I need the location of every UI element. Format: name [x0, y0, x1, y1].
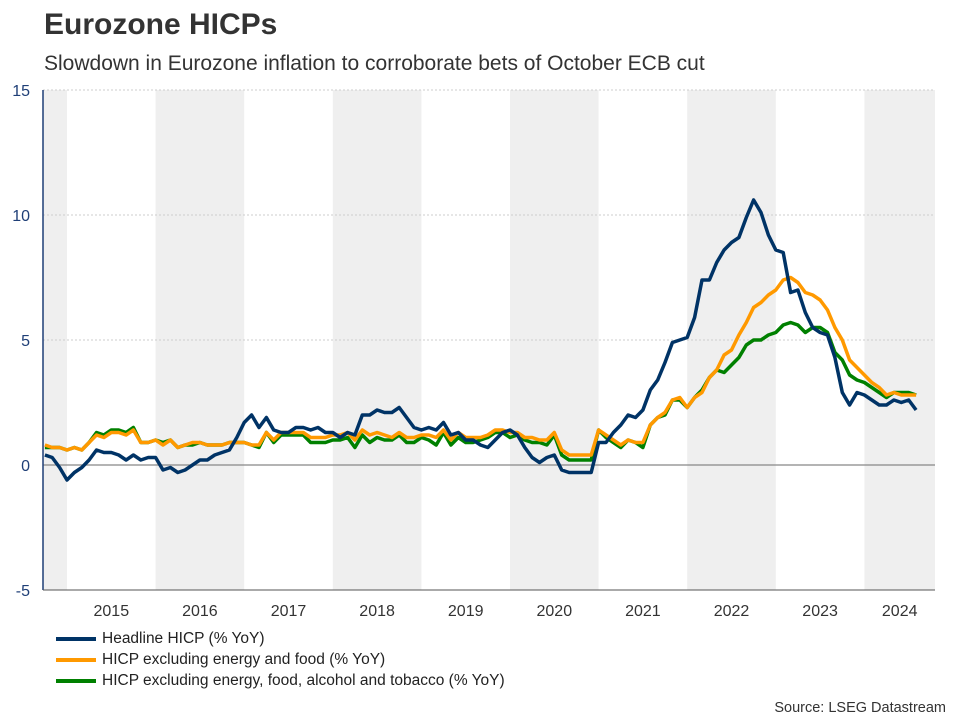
y-tick-label: 15: [12, 83, 30, 100]
x-tick-label: 2015: [94, 603, 130, 620]
legend-swatch: [56, 636, 96, 641]
series-line-headline: [44, 198, 918, 482]
legend-swatch: [56, 678, 96, 683]
x-tick-label: 2020: [537, 603, 573, 620]
legend-label: HICP excluding energy, food, alcohol and…: [102, 671, 505, 689]
x-tick-label: 2021: [625, 603, 661, 620]
series-line-core_ef: [44, 275, 917, 457]
source-note: Source: LSEG Datastream: [774, 700, 946, 716]
legend-label: Headline HICP (% YoY): [102, 629, 265, 647]
chart-title: Eurozone HICPs: [44, 8, 278, 41]
x-tick-label: 2023: [802, 603, 838, 620]
x-tick-label: 2018: [359, 603, 395, 620]
x-tick-label: 2016: [182, 603, 218, 620]
x-tick-label: 2017: [271, 603, 307, 620]
legend-label: HICP excluding energy and food (% YoY): [102, 650, 386, 668]
chart-subtitle: Slowdown in Eurozone inflation to corrob…: [44, 52, 705, 75]
legend-item-core-efat[interactable]: HICP excluding energy, food, alcohol and…: [56, 670, 505, 691]
y-tick-label: -5: [16, 583, 30, 600]
x-tick-label: 2022: [714, 603, 750, 620]
legend: Headline HICP (% YoY) HICP excluding ene…: [56, 628, 505, 691]
legend-swatch: [56, 657, 96, 662]
y-tick-label: 10: [12, 208, 30, 225]
legend-item-core-ef[interactable]: HICP excluding energy and food (% YoY): [56, 649, 505, 670]
y-tick-label: 0: [21, 458, 30, 475]
x-tick-label: 2024: [882, 603, 918, 620]
x-tick-label: 2019: [448, 603, 484, 620]
y-tick-label: 5: [21, 333, 30, 350]
legend-item-headline[interactable]: Headline HICP (% YoY): [56, 628, 505, 649]
